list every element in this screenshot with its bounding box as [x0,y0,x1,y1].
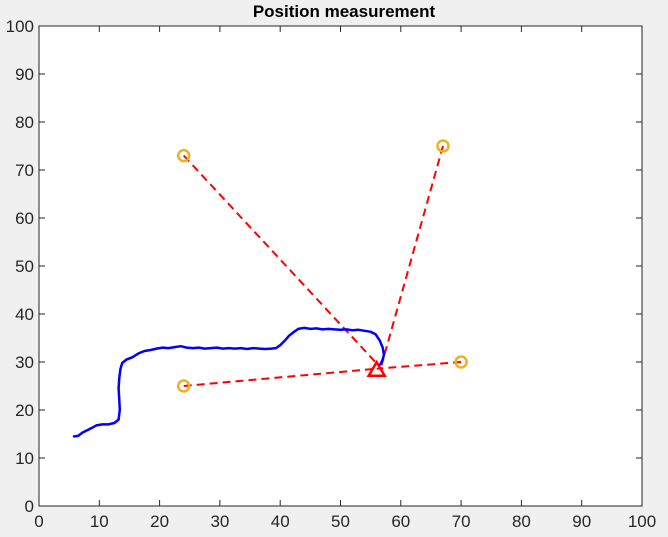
x-tick-label: 100 [628,512,656,531]
x-tick-label: 50 [331,512,350,531]
y-tick-label: 20 [15,401,34,420]
x-tick-label: 40 [271,512,290,531]
estimate-marker [366,359,387,378]
y-tick-label: 30 [15,353,34,372]
y-tick-label: 100 [6,17,34,36]
x-tick-label: 80 [512,512,531,531]
x-tick-label: 30 [210,512,229,531]
y-tick-label: 50 [15,257,34,276]
chart-title: Position measurement [253,2,436,21]
y-tick-label: 60 [15,209,34,228]
anchor-markers [176,139,468,393]
y-tick-label: 40 [15,305,34,324]
anchor-marker [176,148,191,163]
trajectory-line [72,326,386,438]
x-tick-label: 0 [34,512,43,531]
y-tick-label: 90 [15,65,34,84]
anchor-marker [176,379,191,393]
x-tick-label: 60 [391,512,410,531]
y-tick-label: 10 [15,449,34,468]
estimate-triangle [366,359,387,378]
y-tick-label: 80 [15,113,34,132]
anchor-marker [454,355,468,369]
anchor-marker [436,139,450,153]
x-tick-label: 10 [90,512,109,531]
range-line [183,367,377,387]
y-tick-label: 0 [25,497,34,516]
x-tick-label: 90 [572,512,591,531]
range-line [376,361,462,370]
axis-ticks: 0 10 20 30 40 50 60 70 80 90 100 0 10 20 30 40 50 60 70 80 9… [6,17,657,531]
x-tick-label: 20 [150,512,169,531]
y-tick-label: 70 [15,161,34,180]
range-line [380,145,444,366]
trajectory-series [72,326,386,438]
x-tick-label: 70 [452,512,471,531]
plot-area [38,25,643,507]
